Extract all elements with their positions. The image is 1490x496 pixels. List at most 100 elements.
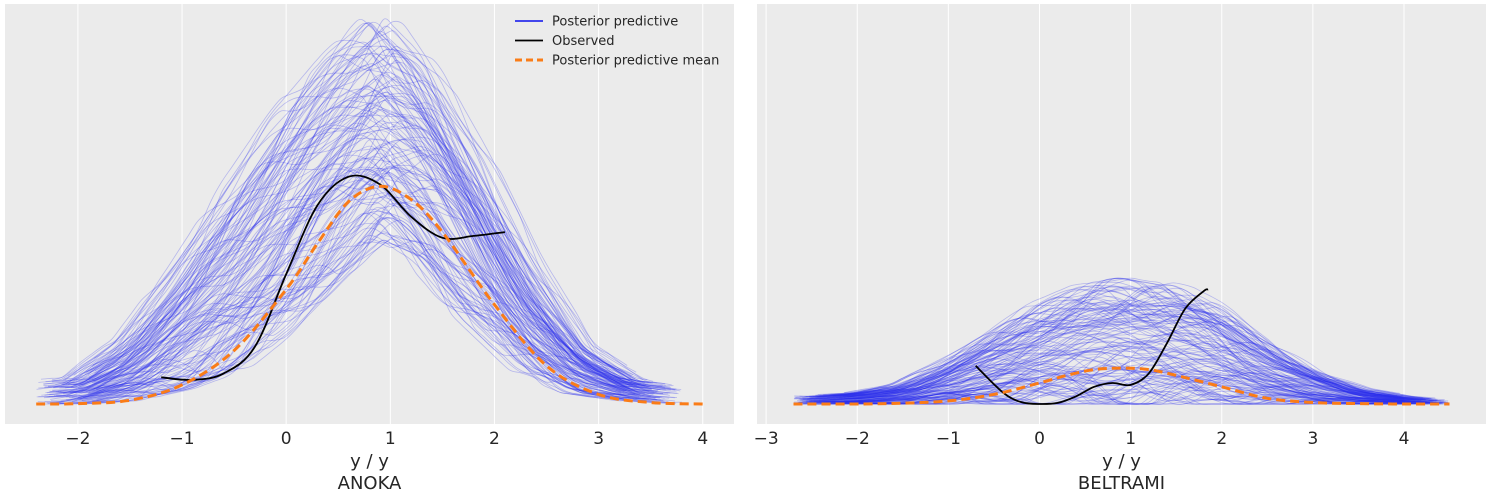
posterior-predictive-line: [43, 63, 646, 386]
x-tick-label: 3: [593, 429, 604, 449]
posterior-predictive-line: [85, 146, 649, 395]
posterior-predictive-line: [63, 22, 653, 384]
posterior-predictive-line: [818, 349, 1446, 403]
posterior-predictive-line: [50, 86, 681, 394]
posterior-predictive-line: [93, 156, 628, 392]
posterior-predictive-line: [58, 219, 661, 405]
posterior-predictive-line: [845, 321, 1445, 402]
posterior-predictive-line: [815, 286, 1401, 398]
posterior-predictive-line: [843, 281, 1436, 401]
posterior-predictive-line: [93, 139, 630, 391]
posterior-predictive-line: [794, 307, 1402, 400]
legend-label: Posterior predictive: [552, 15, 678, 30]
posterior-predictive-line: [53, 179, 630, 397]
posterior-predictive-line: [81, 167, 670, 399]
posterior-predictive-line: [74, 142, 657, 394]
posterior-predictive-line: [88, 167, 675, 399]
posterior-predictive-line: [832, 369, 1435, 404]
posterior-predictive-line: [82, 179, 665, 402]
posterior-predictive-line: [818, 359, 1406, 403]
posterior-predictive-line: [813, 386, 1448, 405]
posterior-predictive-line: [89, 169, 636, 396]
posterior-predictive-line: [55, 21, 633, 385]
posterior-predictive-line: [61, 18, 632, 386]
posterior-predictive-line: [818, 301, 1446, 402]
posterior-predictive-line: [67, 41, 665, 388]
posterior-predictive-line: [91, 196, 642, 405]
posterior-predictive-line: [91, 99, 682, 390]
posterior-predictive-line: [804, 355, 1434, 403]
posterior-predictive-line: [808, 350, 1416, 402]
posterior-predictive-line: [92, 65, 636, 385]
posterior-predictive-line: [834, 356, 1449, 404]
posterior-predictive-line: [96, 201, 625, 401]
posterior-predictive-line: [71, 134, 628, 392]
posterior-predictive-line: [66, 195, 637, 401]
posterior-predictive-line: [93, 100, 640, 386]
observed-line: [161, 174, 506, 381]
posterior-predictive-line: [833, 328, 1449, 402]
posterior-predictive-line: [46, 167, 645, 398]
posterior-predictive-line: [52, 136, 634, 393]
posterior-predictive-line: [91, 168, 660, 399]
panel-title: BELTRAMI: [1078, 473, 1165, 494]
posterior-predictive-line: [54, 235, 623, 404]
posterior-predictive-line: [73, 22, 666, 386]
posterior-predictive-line: [60, 201, 676, 404]
posterior-predictive-line: [62, 120, 625, 384]
posterior-predictive-line: [73, 109, 652, 389]
posterior-predictive-line: [814, 370, 1396, 402]
posterior-predictive-line: [85, 52, 670, 388]
posterior-predictive-line: [819, 382, 1415, 404]
posterior-predictive-line: [86, 53, 676, 390]
posterior-predictive-line: [809, 367, 1436, 404]
posterior-predictive-line: [804, 286, 1430, 399]
plot-area: [757, 4, 1486, 424]
posterior-predictive-line: [818, 290, 1433, 400]
posterior-predictive-line: [802, 303, 1403, 399]
posterior-predictive-line: [825, 366, 1449, 404]
x-tick-label: 0: [1034, 429, 1045, 449]
posterior-predictive-line: [64, 87, 664, 394]
posterior-predictive-line: [843, 334, 1433, 403]
posterior-predictive-line: [50, 145, 656, 400]
posterior-predictive-line: [809, 282, 1400, 397]
posterior-predictive-line: [44, 86, 652, 389]
posterior-predictive-line: [799, 390, 1433, 405]
posterior-predictive-line: [76, 216, 646, 404]
posterior-predictive-line: [47, 124, 658, 392]
posterior-predictive-line: [64, 114, 659, 392]
posterior-predictive-line: [805, 297, 1424, 400]
posterior-predictive-line: [797, 367, 1423, 404]
posterior-predictive-line: [829, 338, 1444, 403]
posterior-predictive-line: [831, 317, 1409, 400]
posterior-predictive-line: [802, 284, 1436, 400]
posterior-predictive-line: [43, 71, 646, 385]
posterior-predictive-line: [833, 311, 1437, 402]
posterior-predictive-line: [844, 288, 1404, 398]
posterior-predictive-line: [92, 76, 632, 385]
posterior-predictive-line: [795, 299, 1418, 400]
posterior-predictive-line: [44, 92, 633, 388]
posterior-predictive-line: [800, 329, 1427, 402]
posterior-predictive-line: [97, 218, 658, 400]
posterior-predictive-line: [44, 132, 641, 396]
posterior-predictive-line: [67, 185, 662, 398]
posterior-predictive-mean-line: [36, 184, 703, 406]
x-axis-label: y / y: [1102, 451, 1141, 472]
posterior-predictive-line: [77, 192, 639, 398]
posterior-predictive-line: [847, 279, 1431, 400]
posterior-predictive-line: [56, 138, 659, 396]
legend: Posterior predictive Observed Posterior pr…: [515, 15, 719, 69]
posterior-predictive-line: [88, 121, 637, 393]
x-tick-label: 3: [1307, 429, 1318, 449]
posterior-predictive-line: [91, 61, 642, 384]
posterior-predictive-line: [823, 300, 1399, 400]
posterior-predictive-line: [85, 126, 633, 389]
posterior-predictive-line: [93, 130, 679, 395]
posterior-predictive-line: [77, 175, 678, 399]
posterior-predictive-line: [841, 323, 1448, 403]
posterior-predictive-lines: [36, 18, 682, 405]
posterior-predictive-line: [80, 212, 660, 400]
